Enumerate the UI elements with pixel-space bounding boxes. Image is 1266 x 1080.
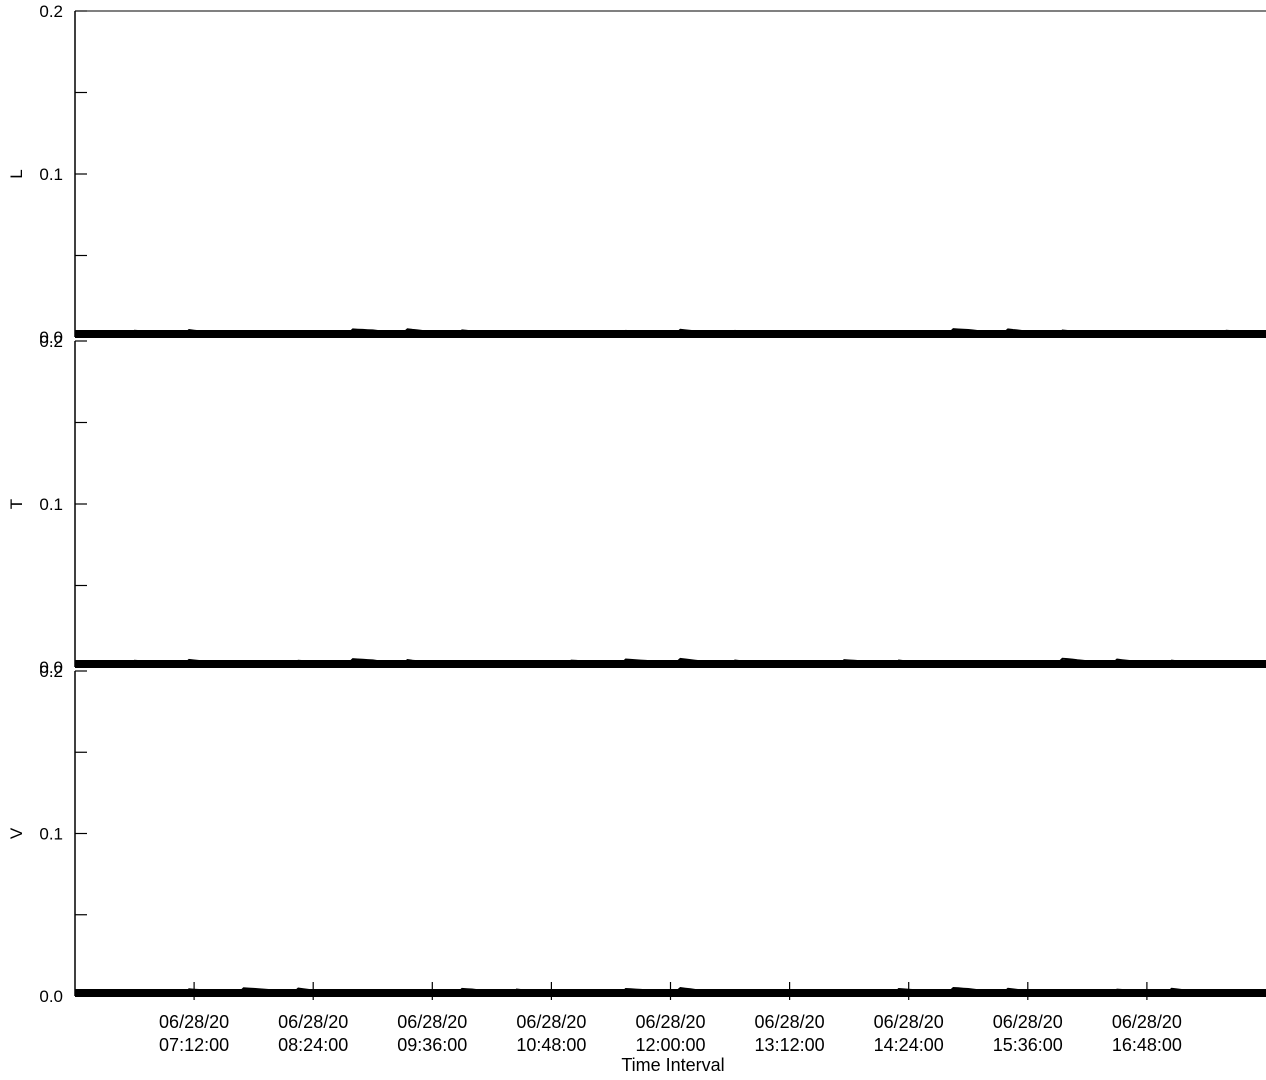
y-axis-label-l: L [7, 169, 26, 178]
x-axis: 06/28/20 07:12:00 06/28/20 08:24:00 06/28/20… [75, 982, 1266, 1055]
y-tick-label: 0.0 [39, 328, 63, 347]
y-tick-label: 0.1 [39, 825, 63, 844]
x-tick-label-date: 06/28/20 [874, 1012, 944, 1032]
y-axis-label-v: V [7, 827, 26, 839]
y-axis-label-t: T [7, 499, 26, 509]
y-tick-label: 0.0 [39, 987, 63, 1006]
x-tick-label-time: 07:12:00 [159, 1035, 229, 1055]
x-tick-label-date: 06/28/20 [278, 1012, 348, 1032]
x-tick-label-date: 06/28/20 [397, 1012, 467, 1032]
x-tick-label-time: 16:48:00 [1112, 1035, 1182, 1055]
y-tick-label: 0.2 [39, 2, 63, 21]
panels-layer: 0.0 0.1 0.2 L 0.0 0.1 0.2 T 0.0 0.1 0.2 V [7, 2, 1266, 1006]
x-tick-label-date: 06/28/20 [755, 1012, 825, 1032]
x-tick-label-time: 15:36:00 [993, 1035, 1063, 1055]
x-tick-label-time: 12:00:00 [635, 1035, 705, 1055]
y-tick-label: 0.2 [39, 332, 63, 351]
y-tick-label: 0.1 [39, 165, 63, 184]
panel-v: 0.0 0.1 0.2 V [7, 662, 1266, 1006]
x-tick-label-date: 06/28/20 [516, 1012, 586, 1032]
x-tick-label-time: 09:36:00 [397, 1035, 467, 1055]
y-tick-label: 0.2 [39, 662, 63, 681]
x-tick-label-date: 06/28/20 [1112, 1012, 1182, 1032]
x-tick-label-time: 10:48:00 [516, 1035, 586, 1055]
series-band-l [75, 330, 1266, 338]
panel-t: 0.0 0.1 0.2 T [7, 332, 1266, 677]
y-tick-label: 0.1 [39, 495, 63, 514]
y-tick-label: 0.0 [39, 658, 63, 677]
series-band-t [75, 660, 1266, 668]
x-tick-label-date: 06/28/20 [159, 1012, 229, 1032]
x-tick-label-time: 08:24:00 [278, 1035, 348, 1055]
x-tick-label-date: 06/28/20 [993, 1012, 1063, 1032]
x-tick-label-time: 13:12:00 [755, 1035, 825, 1055]
x-axis-label: Time Interval [621, 1055, 724, 1075]
x-tick-label-time: 14:24:00 [874, 1035, 944, 1055]
x-tick-label-date: 06/28/20 [635, 1012, 705, 1032]
panel-l: 0.0 0.1 0.2 L [7, 2, 1266, 347]
